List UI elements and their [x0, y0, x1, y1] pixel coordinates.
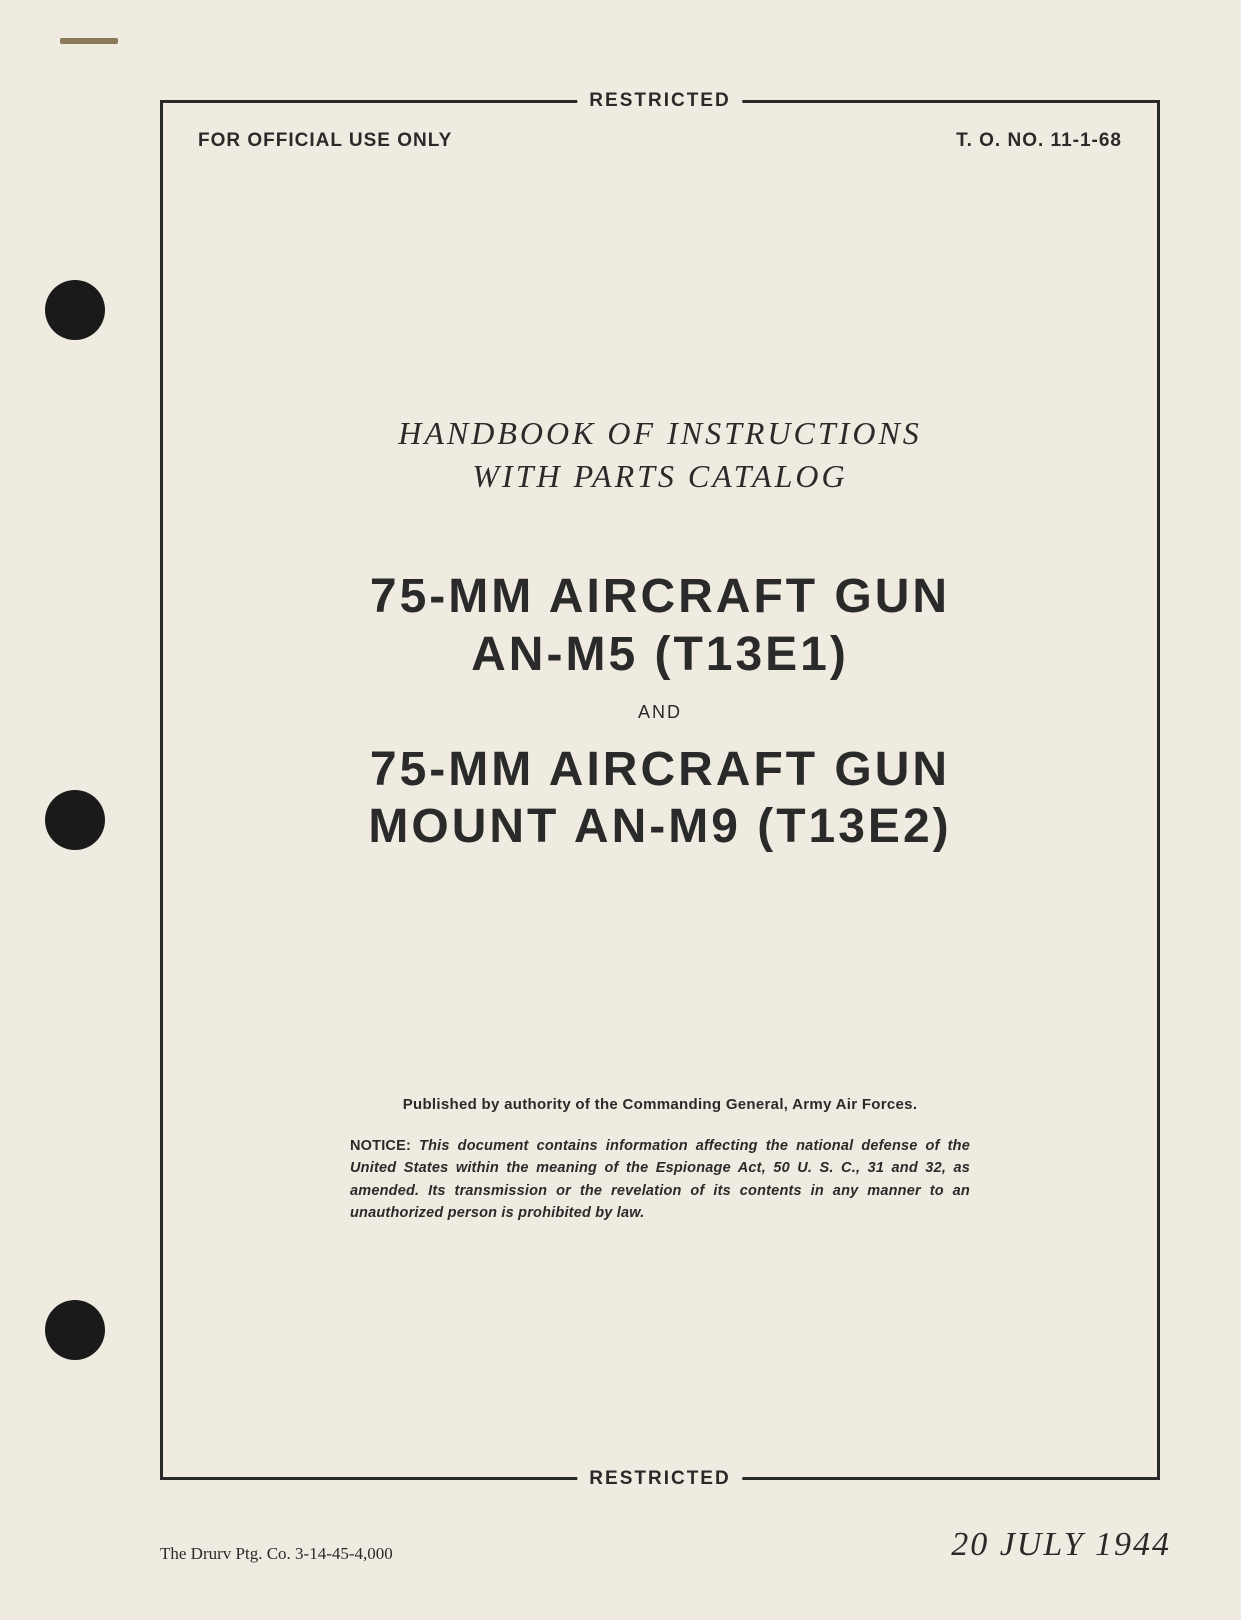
- publisher-line: Published by authority of the Commanding…: [198, 1096, 1122, 1113]
- header-left: FOR OFFICIAL USE ONLY: [198, 130, 452, 152]
- subtitle-line-1: HANDBOOK OF INSTRUCTIONS: [198, 412, 1122, 455]
- inner-content: FOR OFFICIAL USE ONLY T. O. NO. 11-1-68 …: [198, 130, 1122, 1450]
- notice-block: NOTICE: This document contains informati…: [350, 1135, 970, 1225]
- content-frame: RESTRICTED RESTRICTED FOR OFFICIAL USE O…: [160, 100, 1160, 1480]
- title2-line-1: 75-MM AIRCRAFT GUN: [198, 741, 1122, 799]
- publication-date: 20 JULY 1944: [951, 1526, 1171, 1564]
- footer-row: The Drurv Ptg. Co. 3-14-45-4,000 20 JULY…: [100, 1526, 1171, 1564]
- staple-mark: [60, 38, 118, 44]
- printer-info: The Drurv Ptg. Co. 3-14-45-4,000: [160, 1544, 393, 1564]
- classification-bottom: RESTRICTED: [577, 1468, 742, 1490]
- conjunction: AND: [198, 702, 1122, 723]
- subtitle: HANDBOOK OF INSTRUCTIONS WITH PARTS CATA…: [198, 412, 1122, 498]
- header-row: FOR OFFICIAL USE ONLY T. O. NO. 11-1-68: [198, 130, 1122, 152]
- frame-border: [740, 1477, 1160, 1480]
- title2-line-2: MOUNT AN-M9 (T13E2): [198, 798, 1122, 856]
- binder-hole: [45, 280, 105, 340]
- classification-top: RESTRICTED: [577, 90, 742, 112]
- binder-hole: [45, 1300, 105, 1360]
- binder-hole: [45, 790, 105, 850]
- title1-line-1: 75-MM AIRCRAFT GUN: [198, 568, 1122, 626]
- document-page: RESTRICTED RESTRICTED FOR OFFICIAL USE O…: [0, 0, 1241, 1620]
- title-block-1: 75-MM AIRCRAFT GUN AN-M5 (T13E1): [198, 568, 1122, 683]
- header-right: T. O. NO. 11-1-68: [956, 130, 1122, 152]
- frame-border: [1157, 100, 1160, 1480]
- notice-label: NOTICE:: [350, 1138, 411, 1154]
- frame-border: [160, 100, 580, 103]
- title-block-2: 75-MM AIRCRAFT GUN MOUNT AN-M9 (T13E2): [198, 741, 1122, 856]
- frame-border: [160, 100, 163, 1480]
- subtitle-line-2: WITH PARTS CATALOG: [198, 455, 1122, 498]
- title1-line-2: AN-M5 (T13E1): [198, 626, 1122, 684]
- frame-border: [740, 100, 1160, 103]
- notice-text: This document contains information affec…: [350, 1138, 970, 1221]
- frame-border: [160, 1477, 580, 1480]
